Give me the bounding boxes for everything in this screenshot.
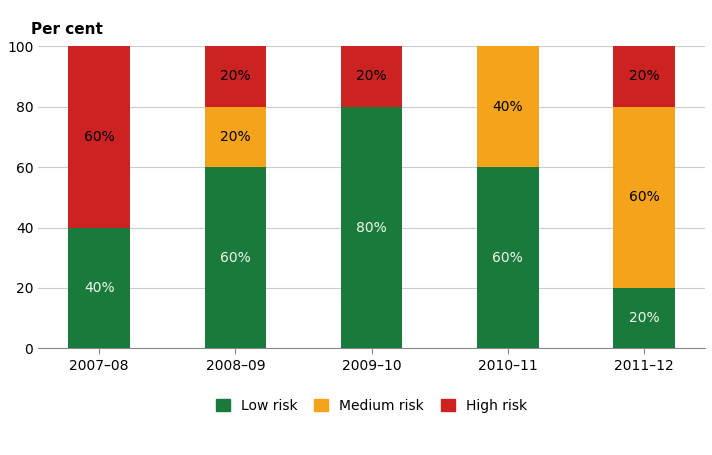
Bar xyxy=(477,46,538,167)
Text: 60%: 60% xyxy=(84,130,115,144)
Bar xyxy=(68,46,130,228)
Text: 20%: 20% xyxy=(356,69,387,83)
Text: 80%: 80% xyxy=(356,221,387,234)
Bar xyxy=(614,106,675,288)
Bar xyxy=(341,106,402,349)
Bar xyxy=(205,106,266,167)
Text: 20%: 20% xyxy=(220,130,251,144)
Bar xyxy=(614,288,675,349)
Bar xyxy=(614,46,675,106)
Text: 60%: 60% xyxy=(629,190,659,204)
Text: 40%: 40% xyxy=(493,100,523,114)
Bar xyxy=(341,46,402,106)
Text: 20%: 20% xyxy=(629,69,659,83)
Bar xyxy=(205,167,266,349)
Text: 60%: 60% xyxy=(220,251,251,265)
Bar xyxy=(68,228,130,349)
Text: 20%: 20% xyxy=(629,311,659,325)
Bar xyxy=(477,167,538,349)
Text: 40%: 40% xyxy=(84,281,115,295)
Text: 60%: 60% xyxy=(493,251,523,265)
Text: 20%: 20% xyxy=(220,69,251,83)
Bar xyxy=(205,46,266,106)
Legend: Low risk, Medium risk, High risk: Low risk, Medium risk, High risk xyxy=(209,392,534,420)
Text: Per cent: Per cent xyxy=(31,22,103,37)
